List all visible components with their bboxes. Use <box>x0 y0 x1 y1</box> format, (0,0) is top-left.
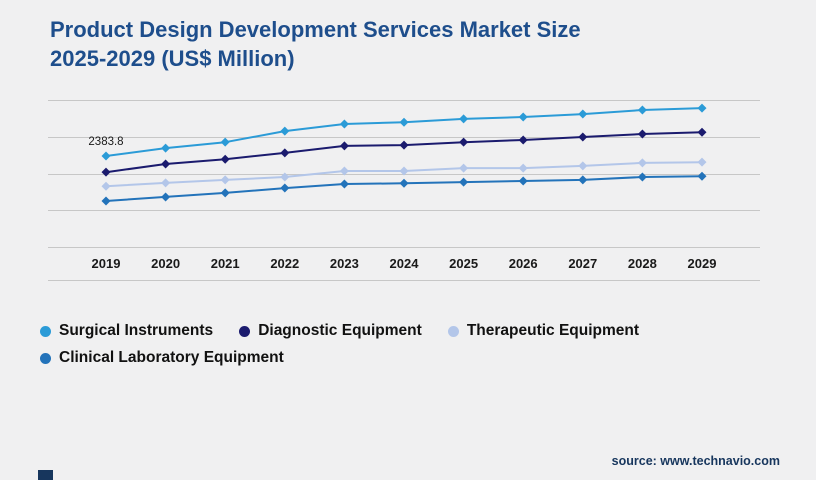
data-point-marker <box>101 196 111 206</box>
data-point-marker <box>161 159 171 169</box>
data-point-marker <box>399 140 409 150</box>
x-axis-tick-2019: 2019 <box>91 256 121 271</box>
x-axis-tick-2026: 2026 <box>508 256 538 271</box>
data-point-marker <box>459 163 469 173</box>
x-axis-tick-2028: 2028 <box>627 256 657 271</box>
data-point-marker <box>161 178 171 188</box>
legend-item-3: Therapeutic Equipment <box>447 322 640 340</box>
data-point-marker <box>339 179 349 189</box>
x-axis-labels: 2019 2020 2021 2022 2023 2024 2025 2026 2027 2028… <box>48 256 760 274</box>
legend-item-1: Surgical Instruments <box>40 322 213 340</box>
data-point-marker <box>220 137 230 147</box>
data-point-marker <box>518 135 528 145</box>
data-point-marker <box>578 109 588 119</box>
axis-bottom-rule <box>48 280 760 281</box>
source-attribution: source: www.technavio.com <box>611 454 780 468</box>
legend-item-2: Diagnostic Equipment <box>239 322 422 340</box>
chart-title-line2: 2025-2029 (US$ Million) <box>50 45 295 71</box>
data-point-marker <box>161 143 171 153</box>
legend-swatch-icon <box>40 325 51 337</box>
data-point-marker <box>518 163 528 173</box>
data-point-marker <box>697 157 707 167</box>
data-point-marker <box>518 176 528 186</box>
legend-swatch-icon <box>239 325 251 337</box>
legend-label: Clinical Laboratory Equipment <box>59 349 284 366</box>
x-axis-tick-2023: 2023 <box>329 256 359 271</box>
chart-title-line1: Product Design Development Services Mark… <box>50 17 581 42</box>
data-point-marker <box>339 166 349 176</box>
chart-plot-area: 2383.8 <box>48 100 760 248</box>
data-point-marker <box>220 188 230 198</box>
series-line-2 <box>105 131 703 174</box>
x-axis-tick-2027: 2027 <box>568 256 598 271</box>
data-point-marker <box>339 119 349 129</box>
chart-legend: Surgical Instruments Diagnostic Equipment… <box>40 322 740 367</box>
legend-item-4: Clinical Laboratory Equipment <box>40 349 284 367</box>
data-point-marker <box>578 175 588 185</box>
x-axis-tick-2022: 2022 <box>270 256 300 271</box>
data-point-marker <box>637 172 647 182</box>
data-point-marker <box>697 103 707 113</box>
data-point-marker <box>637 158 647 168</box>
brand-corner-square <box>38 470 53 480</box>
legend-swatch-icon <box>447 325 459 337</box>
data-point-marker <box>578 132 588 142</box>
data-point-marker <box>459 137 469 147</box>
data-point-marker <box>399 178 409 188</box>
data-point-marker <box>280 172 290 182</box>
data-point-marker <box>697 171 707 181</box>
data-point-marker <box>161 192 171 202</box>
chart-title: Product Design Development Services Mark… <box>50 16 760 73</box>
legend-swatch-icon <box>40 352 51 364</box>
data-point-marker <box>280 126 290 136</box>
data-label: 2383.8 <box>88 136 123 148</box>
x-axis-tick-2020: 2020 <box>151 256 181 271</box>
x-axis-tick-2021: 2021 <box>210 256 240 271</box>
data-point-marker <box>578 161 588 171</box>
legend-label: Diagnostic Equipment <box>258 322 422 339</box>
data-point-marker <box>280 183 290 193</box>
x-axis-tick-2024: 2024 <box>389 256 419 271</box>
line-chart: 2383.8 2019 2020 2021 2022 2023 2024 2025 2026 2… <box>48 100 760 282</box>
data-point-marker <box>220 154 230 164</box>
data-point-marker <box>637 105 647 115</box>
data-point-marker <box>280 148 290 158</box>
x-axis-tick-2029: 2029 <box>687 256 717 271</box>
x-axis-tick-2025: 2025 <box>449 256 479 271</box>
legend-label: Therapeutic Equipment <box>466 322 640 339</box>
data-point-marker <box>459 114 469 124</box>
data-point-marker <box>518 112 528 122</box>
data-point-marker <box>399 166 409 176</box>
data-point-marker <box>339 141 349 151</box>
data-point-marker <box>459 177 469 187</box>
data-point-marker <box>697 127 707 137</box>
data-point-marker <box>101 181 111 191</box>
data-point-marker <box>220 175 230 185</box>
data-point-marker <box>101 151 111 161</box>
data-point-marker <box>101 167 111 177</box>
data-point-marker <box>637 129 647 139</box>
legend-label: Surgical Instruments <box>59 322 214 339</box>
data-point-marker <box>399 117 409 127</box>
